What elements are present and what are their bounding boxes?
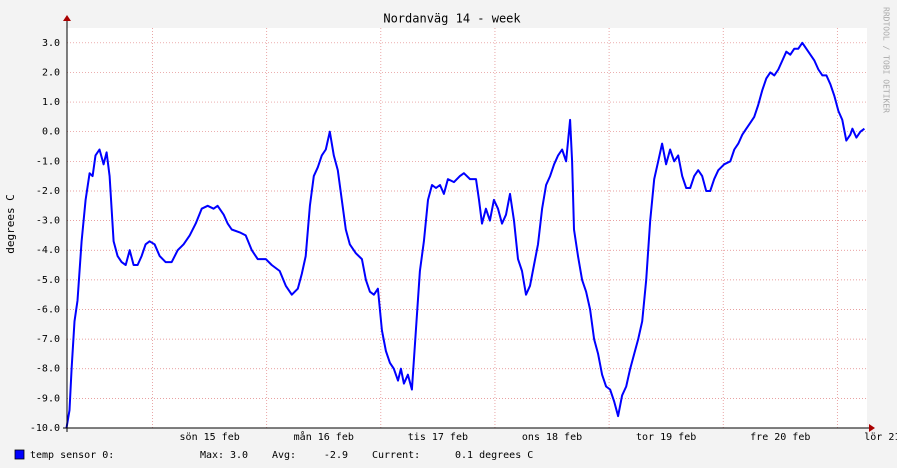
y-tick-label: 2.0 — [42, 67, 60, 78]
legend-max-label: Max: — [200, 450, 224, 461]
y-tick-label: -3.0 — [36, 216, 60, 227]
y-tick-label: -5.0 — [36, 275, 60, 286]
x-axis-arrow — [869, 424, 875, 432]
x-tick-label: sön 15 feb — [180, 432, 240, 443]
legend-avg: -2.9 — [324, 450, 348, 461]
y-axis-arrow — [63, 15, 71, 21]
y-tick-label: -6.0 — [36, 304, 60, 315]
data-line — [65, 41, 865, 429]
legend-swatch — [14, 449, 25, 460]
legend-current: 0.1 degrees C — [455, 450, 533, 461]
chart-title: Nordanväg 14 - week — [383, 12, 521, 26]
plot-area — [67, 28, 867, 428]
y-tick-label: 3.0 — [42, 38, 60, 49]
y-tick-label: -9.0 — [36, 393, 60, 404]
x-tick-label: ons 18 feb — [522, 432, 582, 443]
y-tick-label: -4.0 — [36, 245, 60, 256]
legend-max: 3.0 — [230, 450, 248, 461]
x-tick-label: tor 19 feb — [636, 432, 696, 443]
x-tick-label: lör 21 feb — [864, 432, 897, 443]
plot — [65, 41, 865, 429]
side-text: RRDTOOL / TOBI OETIKER — [882, 7, 891, 113]
legend-label: temp sensor 0: — [30, 450, 114, 461]
y-tick-label: 1.0 — [42, 97, 60, 108]
grid — [67, 28, 867, 429]
x-tick-label: mån 16 feb — [294, 430, 354, 443]
y-axis-label: degrees C — [4, 194, 17, 254]
y-tick-label: -10.0 — [30, 423, 60, 434]
legend-avg-label: Avg: — [272, 450, 296, 461]
legend-current-label: Current: — [372, 450, 420, 461]
y-tick-label: -8.0 — [36, 364, 60, 375]
y-tick-label: -2.0 — [36, 186, 60, 197]
y-tick-label: 0.0 — [42, 127, 60, 138]
x-tick-label: fre 20 feb — [750, 432, 810, 443]
y-tick-label: -7.0 — [36, 334, 60, 345]
y-tick-label: -1.0 — [36, 156, 60, 167]
x-tick-label: tis 17 feb — [408, 432, 468, 443]
